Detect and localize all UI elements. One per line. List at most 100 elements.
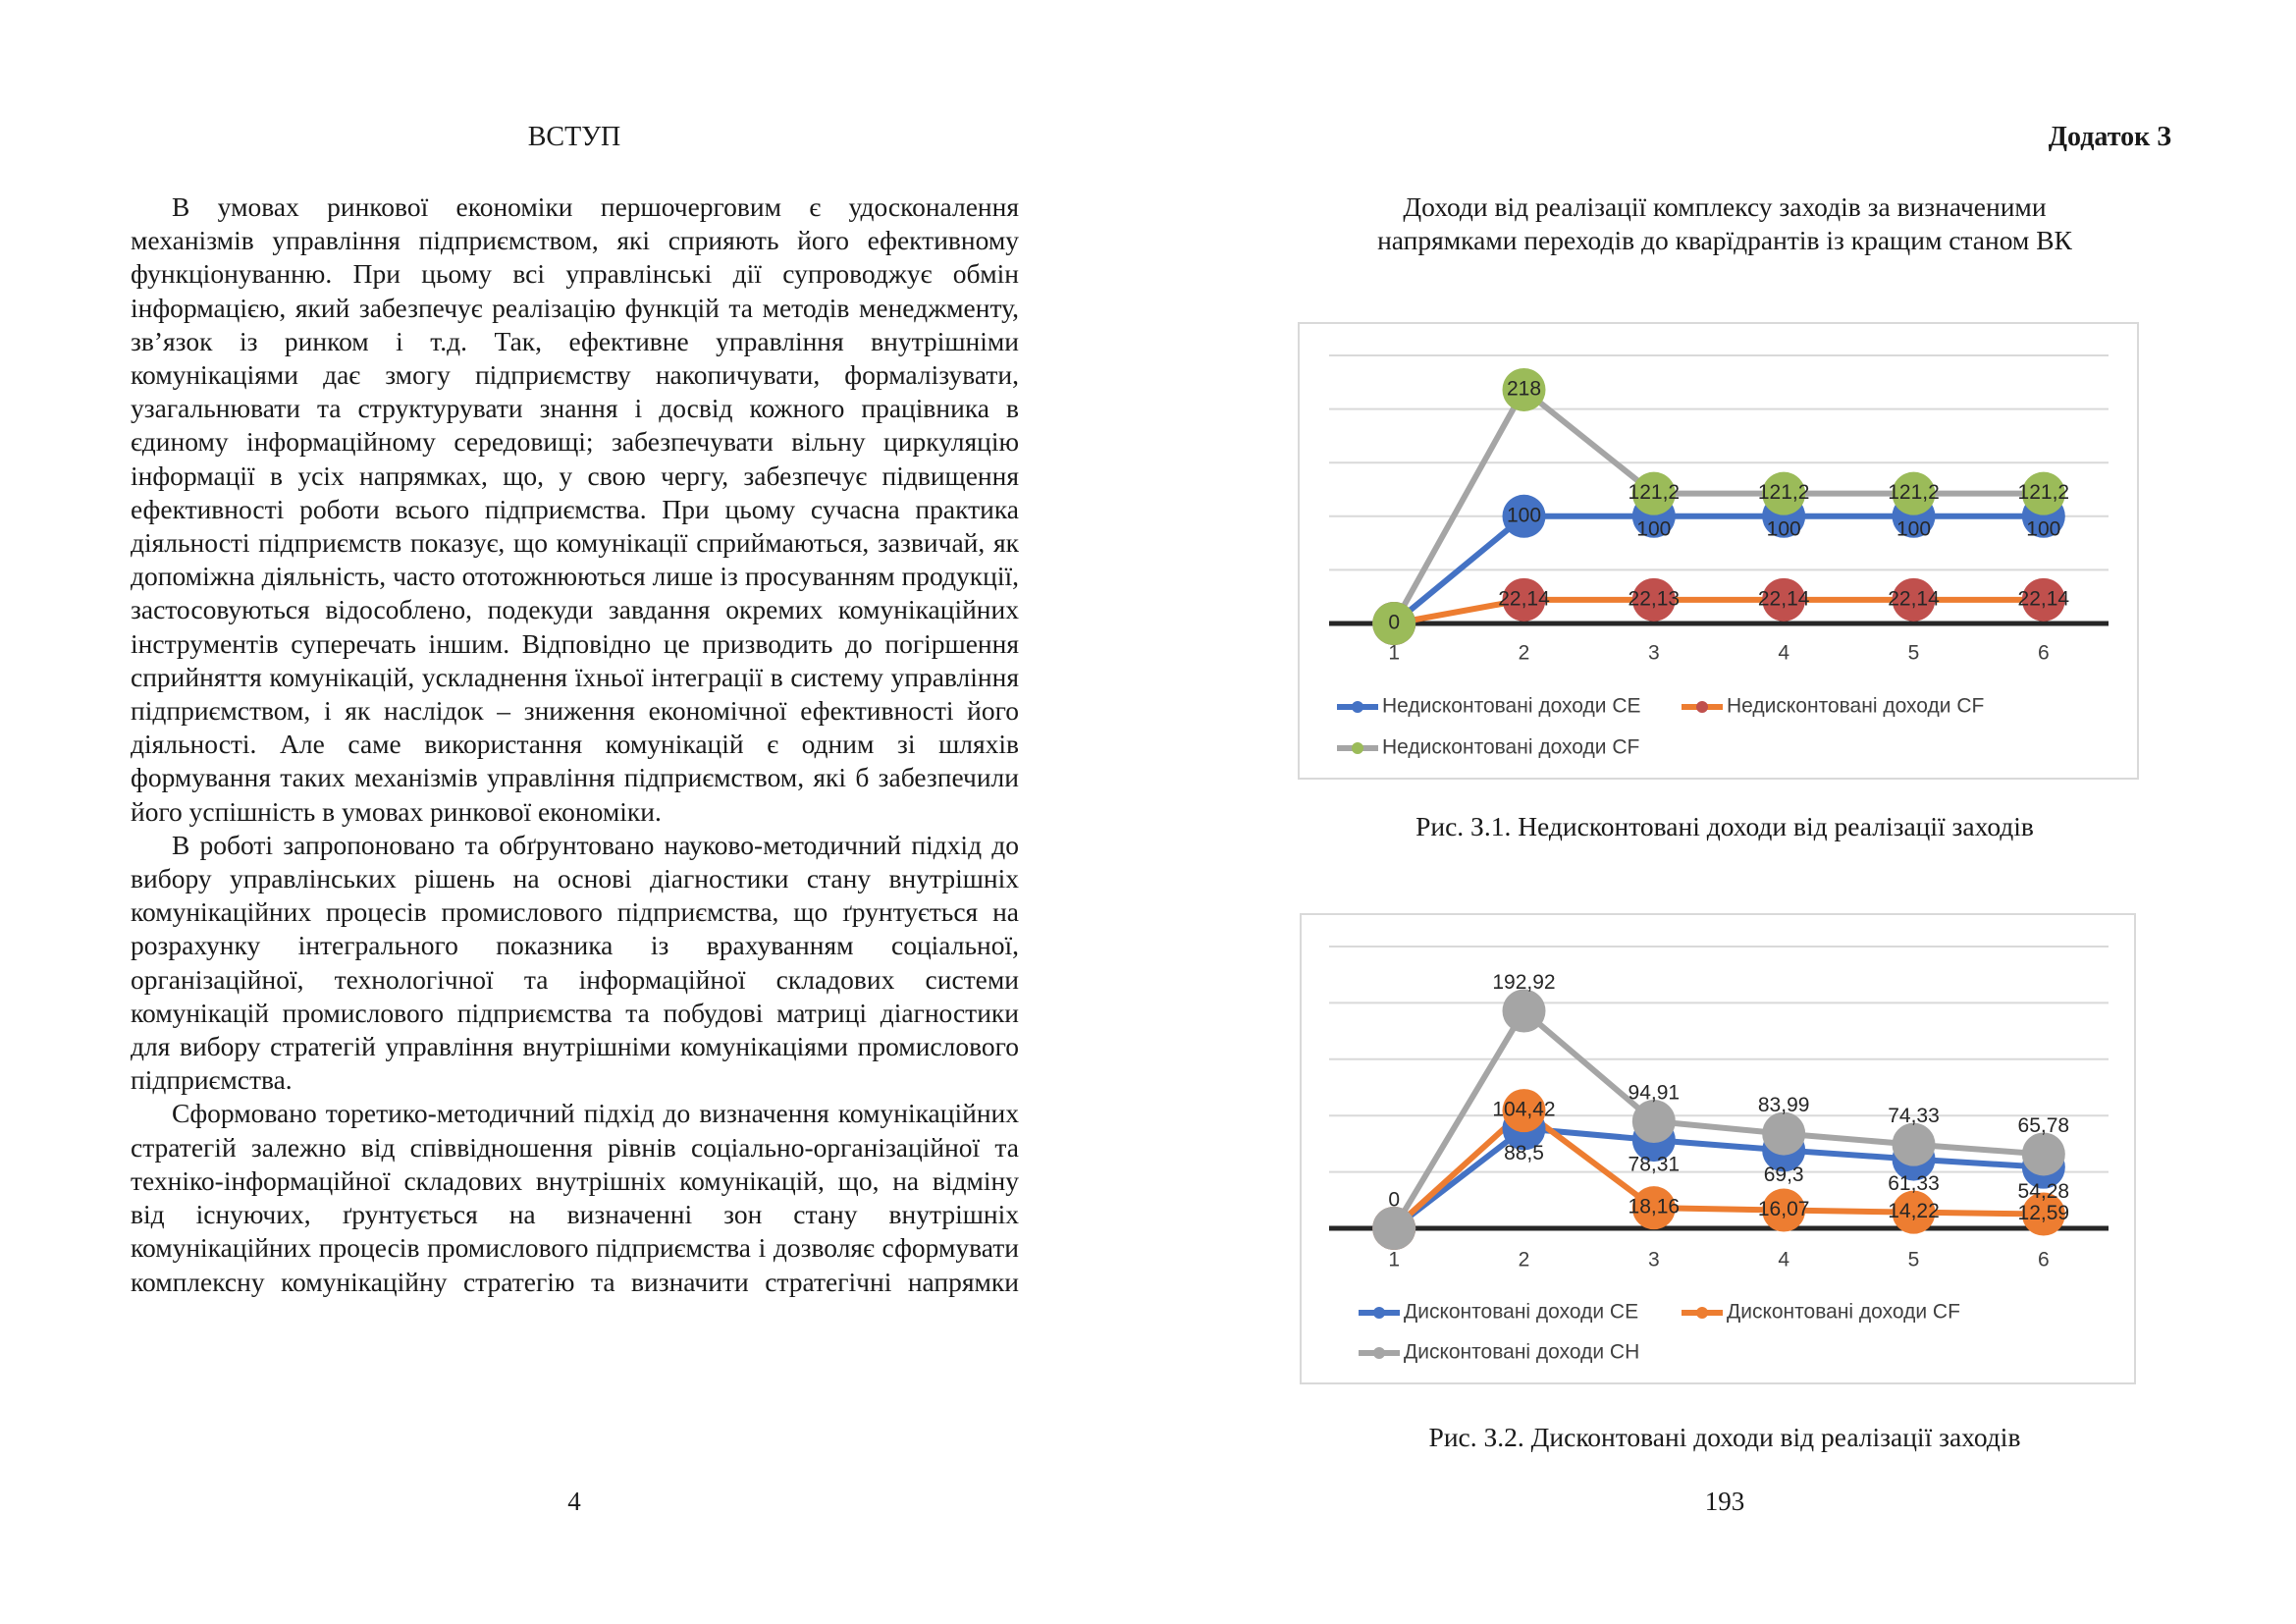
data-label: 192,92: [1492, 971, 1555, 994]
data-point: [1631, 1186, 1676, 1230]
series-line: [1392, 1108, 2044, 1231]
legend-label: Дисконтовані доходи CF: [1727, 1301, 1960, 1324]
data-point: [1372, 602, 1416, 645]
legend-label: Дисконтовані доходи CE: [1404, 1301, 1638, 1324]
x-tick-label: 6: [2038, 642, 2050, 665]
paragraph: В роботі запропоновано та обґрунтовано н…: [131, 829, 1019, 1096]
data-label: 65,78: [2018, 1114, 2070, 1137]
data-point: [1502, 577, 1546, 622]
data-label: 104,42: [1492, 1099, 1555, 1121]
data-label: 0: [1388, 1189, 1400, 1212]
data-label: 16,07: [1758, 1198, 1810, 1220]
legend-label: Недисконтовані доходи CF: [1382, 736, 1639, 759]
data-point: [1762, 1188, 1806, 1232]
x-tick-label: 5: [1908, 1249, 1920, 1272]
legend-marker: [1352, 701, 1363, 713]
data-point: [1631, 1100, 1676, 1144]
data-point: [1502, 989, 1546, 1033]
page-number: 4: [567, 1487, 581, 1516]
legend-marker: [1696, 701, 1708, 713]
series-line: [1392, 1125, 2045, 1231]
data-point: [1762, 577, 1806, 622]
data-label: 61,33: [1888, 1172, 1940, 1195]
paragraph: В умовах ринкової економіки першочергови…: [131, 191, 1019, 827]
body-text: В умовах ринкової економіки першочергови…: [131, 190, 1019, 1299]
data-point: [1892, 577, 1936, 622]
x-tick-label: 4: [1778, 642, 1789, 665]
legend-marker: [1696, 1307, 1708, 1319]
legend-marker: [1352, 742, 1363, 754]
legend-label: Недисконтовані доходи CE: [1382, 695, 1641, 718]
heading-line: напрямками переходів до кварїдрантів із …: [1377, 225, 2072, 255]
appendix-label: Додаток З: [2048, 122, 2171, 152]
x-tick-label: 6: [2038, 1249, 2050, 1272]
paragraph: Сформовано торетико-методичний підхід до…: [131, 1098, 1019, 1297]
data-label: 100: [1767, 517, 1801, 540]
legend-label: Недисконтовані доходи CF: [1727, 695, 1984, 718]
data-label: 22,14: [1498, 587, 1550, 610]
x-tick-label: 2: [1519, 1249, 1530, 1272]
data-point: [2021, 577, 2065, 622]
page-number: 193: [1704, 1487, 1745, 1516]
data-label: 121,2: [1758, 481, 1810, 504]
data-label: 94,91: [1629, 1082, 1681, 1105]
series-line: [1391, 1007, 2045, 1230]
x-tick-label: 1: [1388, 642, 1400, 665]
data-label: 78,31: [1629, 1154, 1681, 1176]
data-point: [2021, 1132, 2065, 1176]
series-line: [1391, 386, 2044, 625]
series-line: [1392, 513, 2044, 626]
series-line: [1393, 596, 2044, 626]
heading-line: Доходи від реалізації комплексу заходів …: [1403, 191, 2047, 222]
x-tick-label: 2: [1519, 642, 1530, 665]
data-label: 83,99: [1758, 1094, 1810, 1116]
chart: 1 2 3 4 5 6 88,5 78,31 69,3 61,33 54,28 104,42 18,16…: [1300, 913, 2136, 1384]
data-point: [2021, 471, 2065, 515]
data-point: [1762, 1111, 1806, 1156]
data-point: [2021, 1192, 2065, 1236]
data-label: 54,28: [2018, 1180, 2070, 1203]
data-label: 0: [1388, 612, 1400, 634]
x-tick-label: 1: [1388, 1249, 1400, 1272]
data-point: [1892, 1122, 1936, 1166]
data-point: [1631, 577, 1676, 622]
x-tick-label: 4: [1778, 1249, 1789, 1272]
data-label: 22,14: [2018, 587, 2070, 610]
data-point: [1502, 1089, 1546, 1133]
chart: 1 2 3 4 5 6 100 100 100 100 100 22,14 22,13 22,14 22,1…: [1298, 322, 2139, 780]
data-point: [1502, 494, 1546, 538]
legend-marker: [1373, 1307, 1385, 1319]
data-label: 100: [1507, 504, 1541, 526]
data-label: 12,59: [2018, 1202, 2070, 1224]
data-label: 88,5: [1504, 1142, 1544, 1164]
legend-marker: [1373, 1347, 1385, 1359]
data-label: 121,2: [2018, 481, 2070, 504]
data-label: 69,3: [1764, 1164, 1804, 1186]
data-label: 121,2: [1629, 481, 1681, 504]
data-point: [1372, 1207, 1416, 1250]
data-label: 100: [1896, 517, 1931, 540]
data-label: 22,14: [1888, 587, 1940, 610]
data-point: [1892, 1190, 1936, 1234]
data-label: 18,16: [1629, 1196, 1681, 1218]
data-label: 14,22: [1888, 1200, 1940, 1222]
data-point: [1892, 471, 1936, 515]
appendix-heading: Доходи від реалізації комплексу заходів …: [1276, 190, 2173, 257]
legend-label: Дисконтовані доходи CH: [1404, 1341, 1639, 1364]
section-title: ВСТУП: [527, 122, 621, 152]
data-label: 22,14: [1758, 587, 1810, 610]
data-point: [1502, 367, 1546, 411]
data-label: 218: [1507, 377, 1541, 400]
x-tick-label: 3: [1648, 642, 1660, 665]
data-point: [1762, 471, 1806, 515]
x-tick-label: 5: [1908, 642, 1920, 665]
data-label: 100: [2026, 517, 2060, 540]
data-point: [1631, 471, 1676, 515]
data-label: 100: [1636, 517, 1671, 540]
figure-caption: Рис. З.1. Недисконтовані доходи від реал…: [1415, 811, 2034, 841]
x-tick-label: 3: [1648, 1249, 1660, 1272]
data-label: 74,33: [1888, 1105, 1940, 1127]
data-label: 22,13: [1629, 587, 1681, 610]
figure-caption: Рис. З.2. Дисконтовані доходи від реаліз…: [1428, 1422, 2021, 1452]
